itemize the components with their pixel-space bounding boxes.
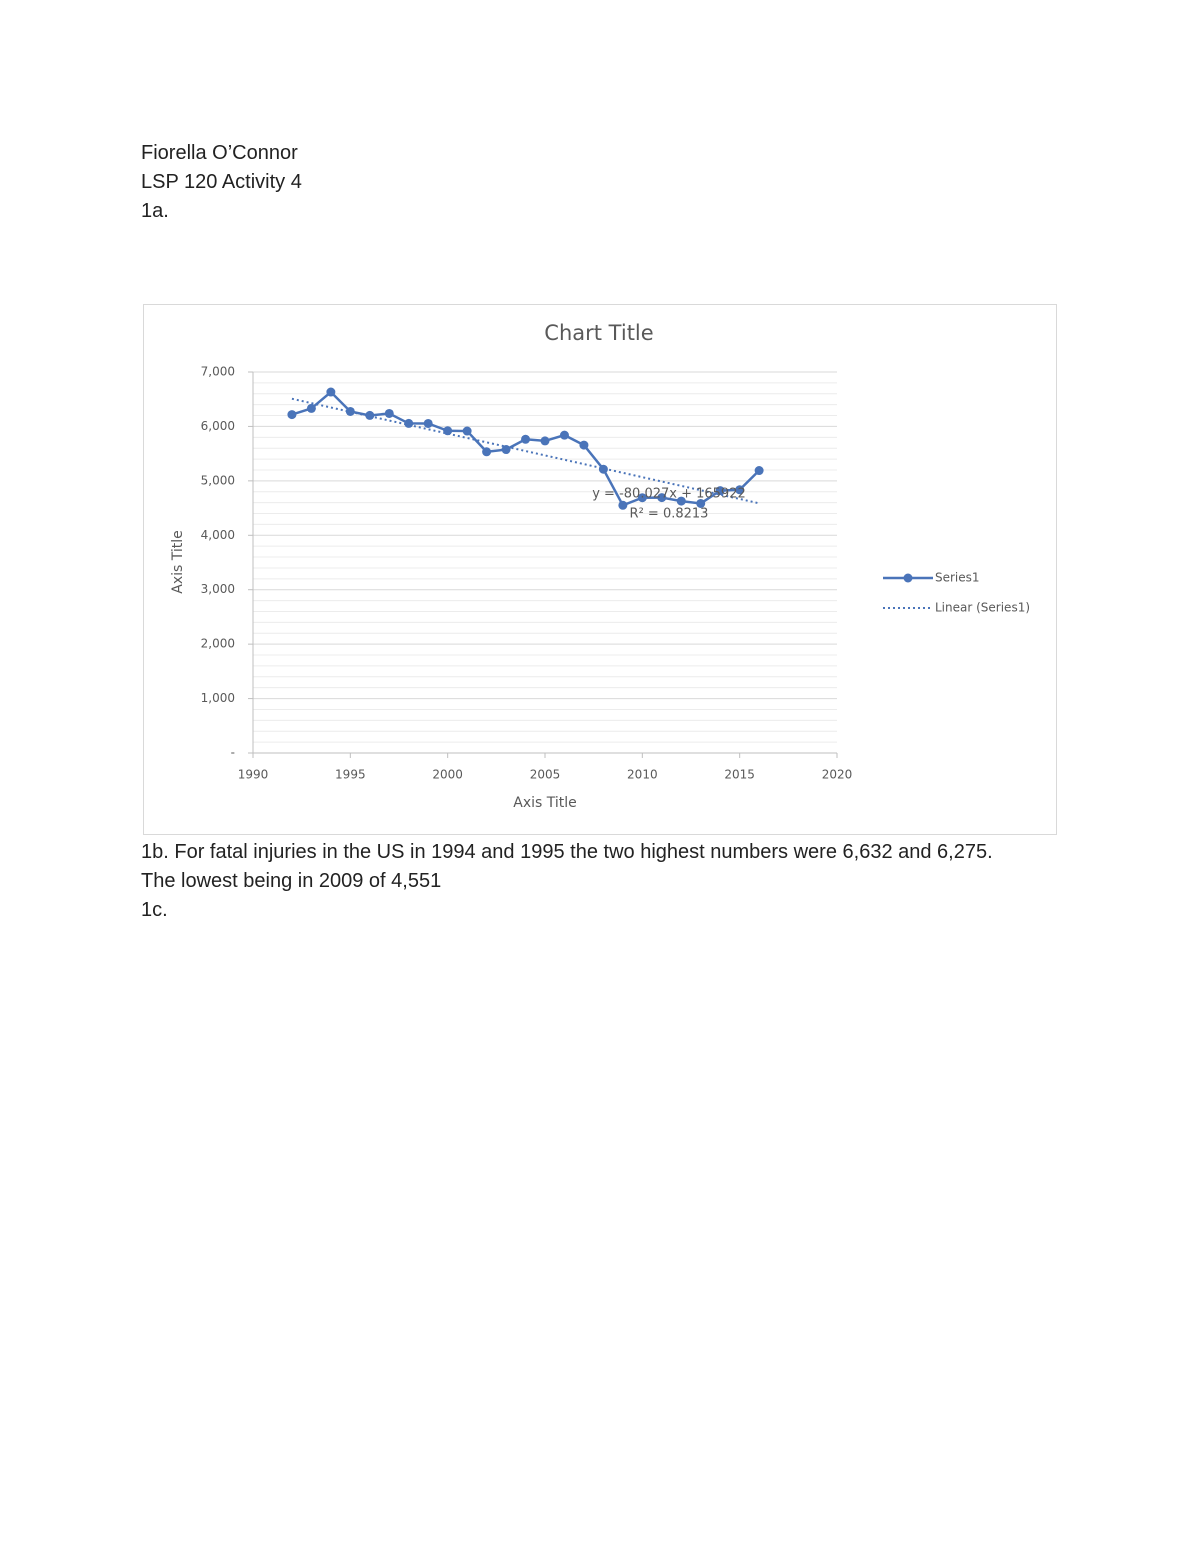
data-point — [735, 485, 745, 495]
course: LSP 120 Activity 4 — [141, 171, 302, 193]
data-point — [540, 436, 550, 446]
data-point — [423, 418, 433, 428]
chart-frame — [143, 304, 1057, 835]
trendline-r-squared: R² = 0.8213 — [630, 507, 709, 522]
chart: Chart Title Axis Title Axis Title - 1,000… — [143, 304, 1057, 835]
chart-title: Chart Title — [544, 321, 653, 345]
data-point — [696, 498, 706, 508]
answer-1c: 1c. — [141, 899, 168, 921]
y-tick-label: 7,000 — [201, 365, 235, 379]
x-tick-label: 2015 — [724, 768, 755, 782]
x-axis-title: Axis Title — [513, 795, 577, 811]
author: Fiorella O’Connor — [141, 142, 298, 164]
x-tick-label: 2005 — [530, 768, 561, 782]
data-point — [598, 464, 608, 474]
data-point — [443, 426, 453, 436]
y-tick-label: 3,000 — [201, 582, 235, 596]
legend-label: Series1 — [935, 571, 980, 585]
y-tick-label: 1,000 — [201, 691, 235, 705]
data-point — [618, 500, 628, 510]
y-tick-label: 4,000 — [201, 528, 235, 542]
data-point — [559, 430, 569, 440]
data-point — [462, 426, 472, 436]
data-point — [521, 434, 531, 444]
y-tick-label: 6,000 — [201, 419, 235, 433]
data-point — [365, 410, 375, 420]
data-point — [579, 440, 589, 450]
y-tick-label: 5,000 — [201, 473, 235, 487]
y-axis-title: Axis Title — [170, 530, 186, 594]
x-tick-label: 2020 — [822, 768, 853, 782]
data-point — [345, 406, 355, 416]
data-point — [715, 486, 725, 496]
legend-marker — [903, 573, 913, 583]
data-point — [754, 466, 764, 476]
x-tick-label: 2000 — [432, 768, 463, 782]
data-point — [306, 403, 316, 413]
question-label: 1a. — [141, 200, 169, 222]
x-tick-label: 1995 — [335, 768, 366, 782]
y-tick-label: 2,000 — [201, 637, 235, 651]
data-point — [384, 408, 394, 418]
x-tick-label: 2010 — [627, 768, 658, 782]
legend-label: Linear (Series1) — [935, 601, 1030, 615]
data-point — [404, 418, 414, 428]
data-point — [676, 496, 686, 506]
y-tick-label: - — [231, 746, 235, 760]
data-point — [482, 447, 492, 457]
data-point — [326, 387, 336, 397]
x-tick-label: 1990 — [238, 768, 269, 782]
data-point — [287, 410, 297, 420]
trendline-equation: y = -80.027x + 165922 — [592, 487, 746, 502]
data-point — [637, 493, 647, 503]
data-point — [657, 493, 667, 503]
answer-1b: 1b. For fatal injuries in the US in 1994… — [141, 841, 993, 892]
